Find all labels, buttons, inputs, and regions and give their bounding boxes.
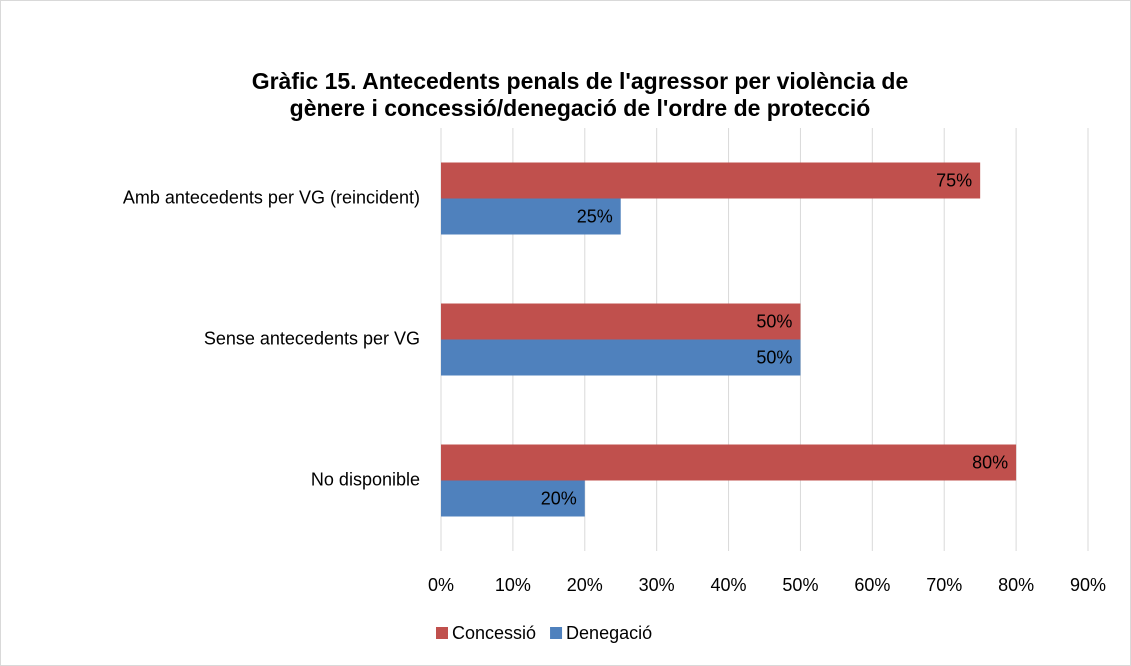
data-label: 20%	[541, 488, 577, 508]
chart-title: Gràfic 15. Antecedents penals de l'agres…	[252, 68, 909, 94]
data-label: 50%	[756, 311, 792, 331]
x-tick-label: 20%	[567, 575, 603, 595]
bar	[441, 480, 585, 517]
y-tick-label: No disponible	[311, 469, 420, 489]
bar	[441, 162, 981, 199]
data-label: 50%	[756, 347, 792, 367]
x-tick-label: 60%	[854, 575, 890, 595]
data-label: 25%	[577, 206, 613, 226]
x-tick-label: 0%	[428, 575, 454, 595]
bar	[441, 444, 1017, 481]
x-tick-label: 90%	[1070, 575, 1106, 595]
legend-label: Concessió	[452, 623, 536, 643]
legend-label: Denegació	[566, 623, 652, 643]
x-tick-label: 70%	[926, 575, 962, 595]
x-tick-label: 30%	[639, 575, 675, 595]
x-tick-label: 80%	[998, 575, 1034, 595]
data-label: 80%	[972, 452, 1008, 472]
y-tick-label: Sense antecedents per VG	[204, 328, 420, 348]
x-tick-label: 40%	[711, 575, 747, 595]
data-label: 75%	[936, 170, 972, 190]
legend-swatch	[436, 627, 448, 639]
y-tick-label: Amb antecedents per VG (reincident)	[123, 187, 420, 207]
x-tick-label: 10%	[495, 575, 531, 595]
bar	[441, 339, 801, 376]
bar	[441, 303, 801, 340]
x-tick-label: 50%	[782, 575, 818, 595]
bar	[441, 198, 621, 235]
chart-title: gènere i concessió/denegació de l'ordre …	[290, 95, 871, 121]
legend-swatch	[550, 627, 563, 639]
